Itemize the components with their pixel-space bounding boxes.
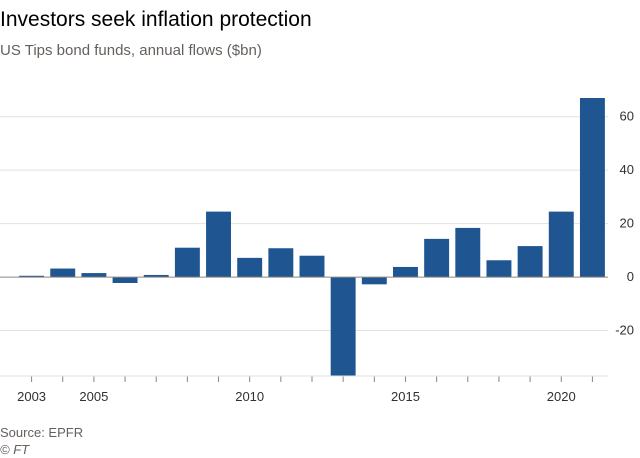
bar-2009 — [206, 211, 231, 278]
y-tick-label: 60 — [620, 109, 634, 124]
x-tick-label: 2005 — [79, 389, 108, 404]
y-tick-label: 40 — [620, 162, 634, 177]
gridlines — [0, 116, 608, 332]
bar-chart: 2003 2005 2010 2015 2020 -20 0 20 40 60 — [0, 98, 634, 404]
bar-2017 — [455, 227, 481, 278]
source-note: Source: EPFR — [0, 425, 84, 440]
bars — [19, 98, 605, 376]
bar-2006 — [112, 277, 138, 283]
bar-2007 — [143, 274, 169, 278]
bar-2020 — [548, 211, 574, 278]
x-tick-label: 2020 — [547, 389, 576, 404]
bar-2021 — [579, 98, 605, 278]
y-tick-label: -20 — [615, 323, 634, 338]
bar-2005 — [81, 273, 107, 278]
bar-2010 — [237, 257, 263, 278]
bar-2019 — [517, 246, 543, 278]
bar-2015 — [393, 266, 418, 278]
bar-2013 — [330, 277, 356, 376]
x-tick-label: 2015 — [391, 389, 420, 404]
bar-2003 — [19, 275, 45, 278]
bar-2012 — [299, 255, 325, 278]
bar-2018 — [486, 260, 512, 278]
bar-2004 — [50, 268, 76, 278]
x-tick-label: 2010 — [235, 389, 264, 404]
chart-subtitle: US Tips bond funds, annual flows ($bn) — [0, 42, 262, 59]
bar-2011 — [268, 248, 294, 278]
bar-2016 — [424, 238, 450, 278]
x-axis: 2003 2005 2010 2015 2020 — [0, 375, 608, 404]
ft-credit: © FT — [0, 442, 30, 457]
chart-title: Investors seek inflation protection — [0, 8, 312, 31]
bar-2008 — [174, 247, 200, 278]
y-tick-label: 20 — [620, 216, 634, 231]
x-tick-label: 2003 — [17, 389, 46, 404]
footer: Source: EPFR © FT — [0, 424, 83, 458]
y-axis: -20 0 20 40 60 — [615, 109, 634, 338]
bar-2014 — [361, 277, 387, 285]
y-tick-label: 0 — [627, 269, 634, 284]
